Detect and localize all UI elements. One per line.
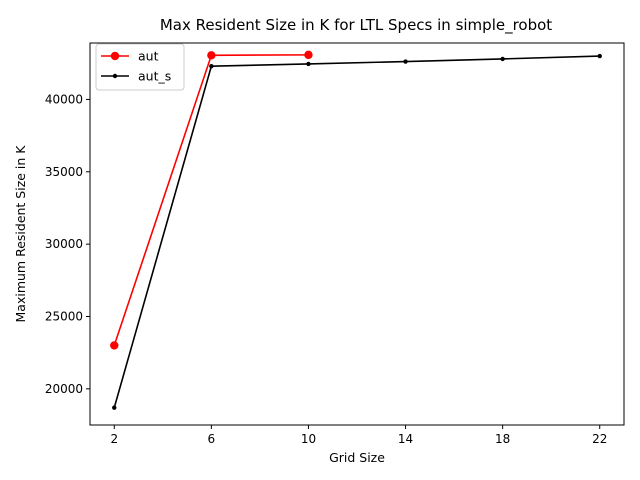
data-point-aut	[110, 341, 119, 350]
series-layer	[110, 50, 602, 410]
legend: aut aut_s	[95, 43, 185, 91]
y-tick-label: 30000	[45, 237, 83, 251]
x-tick-label: 22	[592, 432, 607, 446]
chart-title: Max Resident Size in K for LTL Specs in …	[160, 16, 552, 35]
legend-label-aut: aut	[138, 49, 159, 64]
y-tick-label: 35000	[45, 165, 83, 179]
x-axis: 2 6 10 14 18 22	[110, 425, 607, 446]
data-point-aut_s	[209, 63, 214, 69]
y-axis-label: Maximum Resident Size in K	[13, 145, 28, 323]
x-tick-label: 14	[398, 432, 413, 446]
legend-label-aut_s: aut_s	[138, 69, 171, 84]
data-point-aut	[304, 50, 313, 60]
x-tick-label: 6	[208, 432, 216, 446]
x-axis-label: Grid Size	[329, 450, 385, 465]
plot-area	[89, 42, 625, 426]
y-tick-label: 25000	[45, 309, 83, 323]
data-point-aut_s	[112, 405, 117, 410]
y-tick-label: 20000	[45, 382, 83, 396]
legend-marker-aut_s	[112, 73, 118, 79]
x-tick-label: 10	[301, 432, 316, 446]
x-tick-label: 2	[110, 432, 118, 446]
data-point-aut_s	[597, 53, 602, 59]
data-point-aut_s	[403, 59, 408, 64]
data-point-aut	[207, 51, 216, 60]
x-tick-label: 18	[495, 432, 510, 446]
series-line-aut_s	[113, 55, 600, 408]
y-axis: 20000 25000 30000 35000 40000	[45, 92, 90, 396]
data-point-aut_s	[500, 56, 505, 62]
y-tick-label: 40000	[45, 92, 83, 106]
data-point-aut_s	[306, 61, 311, 67]
legend-marker-aut	[110, 51, 120, 61]
